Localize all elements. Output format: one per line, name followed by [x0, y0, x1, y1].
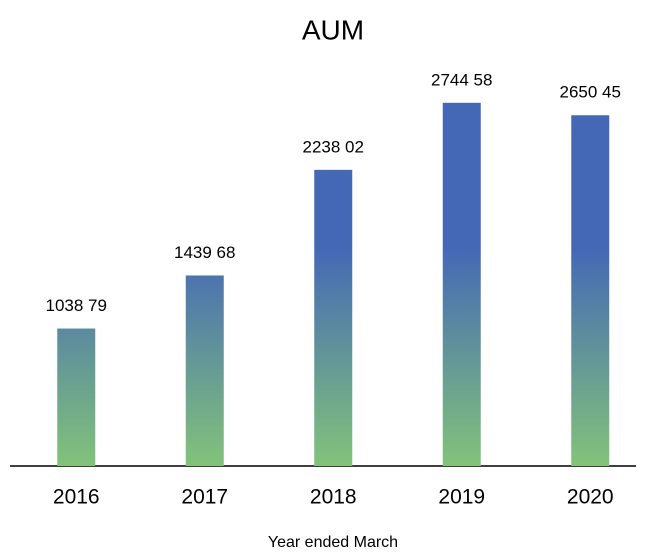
- x-tick-label: 2018: [310, 486, 357, 509]
- value-label: 2744 58: [431, 70, 492, 89]
- x-tick-label: 2016: [53, 486, 100, 509]
- x-tick-label: 2019: [438, 486, 485, 509]
- bar: [442, 102, 481, 466]
- chart-title: AUM: [302, 14, 364, 45]
- value-label: 2650 45: [560, 83, 621, 102]
- bar: [314, 169, 353, 466]
- x-axis-label: Year ended March: [268, 534, 398, 551]
- x-tick-label: 2020: [567, 486, 614, 509]
- bar: [185, 275, 224, 466]
- bar: [57, 328, 96, 466]
- value-label: 2238 02: [303, 137, 364, 156]
- x-tick-label: 2017: [181, 486, 228, 509]
- value-label: 1439 68: [174, 243, 235, 262]
- value-label: 1038 79: [46, 296, 107, 315]
- bar: [571, 115, 610, 467]
